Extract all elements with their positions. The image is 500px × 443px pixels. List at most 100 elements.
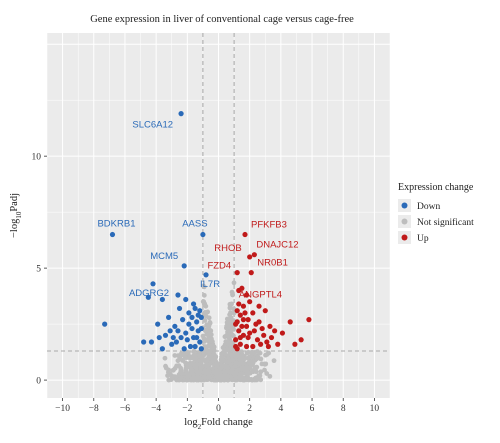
point-not-significant	[172, 353, 178, 358]
point-up	[234, 270, 240, 276]
point-not-significant	[206, 368, 212, 374]
point-not-significant	[231, 333, 236, 339]
point-down	[155, 321, 161, 327]
point-down	[197, 339, 203, 345]
point-down	[172, 323, 178, 329]
point-up	[251, 328, 257, 334]
point-up	[265, 343, 271, 350]
point-down	[159, 346, 165, 352]
point-down	[194, 334, 200, 341]
point-not-significant	[207, 355, 213, 361]
point-down	[176, 305, 183, 312]
legend-key-dot	[401, 234, 408, 241]
point-not-significant	[210, 343, 216, 349]
point-not-significant	[240, 361, 246, 366]
gene-label: IL7R	[200, 279, 220, 290]
point-not-significant	[228, 310, 233, 316]
point-up	[243, 292, 250, 298]
point-not-significant	[194, 365, 199, 371]
point-up	[256, 319, 262, 325]
gene-label: BDKRB1	[97, 219, 135, 230]
point-not-significant	[231, 280, 237, 286]
point-down	[197, 308, 203, 314]
point-not-significant	[258, 369, 264, 375]
x-tick-label: 6	[310, 404, 315, 414]
point-down	[109, 231, 116, 238]
point-up	[239, 323, 245, 329]
point-not-significant	[190, 354, 196, 359]
legend-label-up: Up	[417, 234, 429, 244]
point-up	[250, 343, 256, 350]
point-down	[181, 263, 187, 269]
point-up	[247, 330, 253, 336]
point-up	[247, 254, 253, 260]
point-not-significant	[216, 371, 222, 377]
point-not-significant	[227, 305, 233, 311]
point-not-significant	[230, 357, 236, 363]
point-not-significant	[234, 360, 240, 366]
x-tick-label: 2	[247, 404, 252, 414]
point-not-significant	[177, 377, 183, 383]
point-up	[261, 332, 267, 338]
point-down	[169, 341, 175, 347]
point-down	[102, 321, 108, 327]
legend-label-not-significant: Not significant	[417, 217, 474, 228]
point-down	[198, 325, 204, 332]
point-not-significant	[207, 320, 213, 325]
point-down	[167, 328, 173, 334]
point-up	[264, 339, 270, 345]
point-down	[198, 346, 204, 352]
point-not-significant	[257, 350, 263, 356]
point-not-significant	[249, 377, 255, 383]
gene-labels: SLC6A12 BDKRB1 AASS MCM5 ADGRG2 IL7R PFKFB3 DNA…	[97, 120, 298, 301]
point-not-significant	[242, 356, 248, 361]
not-significant-points	[162, 280, 277, 383]
point-up	[268, 334, 275, 341]
point-not-significant	[163, 365, 169, 371]
y-tick-label: 5	[36, 265, 41, 275]
point-not-significant	[190, 360, 195, 366]
point-not-significant	[182, 355, 188, 360]
point-up	[306, 317, 312, 323]
point-not-significant	[204, 363, 210, 369]
point-not-significant	[194, 375, 200, 381]
point-down	[150, 281, 156, 287]
significant-points	[102, 111, 312, 352]
x-tick-label: 10	[370, 404, 380, 414]
point-up	[267, 323, 273, 329]
point-not-significant	[186, 350, 191, 355]
point-up	[233, 337, 239, 343]
point-up	[248, 270, 254, 276]
point-not-significant	[172, 365, 178, 371]
point-up	[245, 334, 251, 341]
point-down	[186, 321, 192, 327]
point-not-significant	[224, 373, 230, 379]
point-up	[242, 310, 248, 316]
point-down	[200, 231, 206, 238]
point-up	[236, 328, 242, 334]
y-tick-label: 10	[32, 153, 42, 163]
point-up	[250, 310, 256, 316]
point-not-significant	[205, 374, 211, 380]
point-up	[239, 285, 245, 291]
gene-label: DNAJC12	[256, 240, 298, 251]
legend-key-dot	[401, 218, 408, 225]
point-up	[243, 343, 250, 350]
point-down	[192, 343, 198, 350]
point-not-significant	[255, 354, 261, 360]
point-up	[245, 317, 251, 323]
point-not-significant	[264, 352, 270, 357]
point-not-significant	[226, 317, 232, 323]
point-not-significant	[175, 358, 181, 364]
point-not-significant	[178, 369, 184, 375]
chart-title: Gene expression in liver of conventional…	[90, 14, 354, 25]
point-down	[148, 339, 155, 345]
point-not-significant	[206, 324, 211, 330]
point-not-significant	[250, 359, 256, 365]
point-down	[145, 294, 151, 300]
point-down	[156, 334, 162, 341]
gene-label: SLC6A12	[132, 120, 173, 131]
gene-label: NR0B1	[257, 258, 288, 269]
point-not-significant	[162, 355, 168, 361]
